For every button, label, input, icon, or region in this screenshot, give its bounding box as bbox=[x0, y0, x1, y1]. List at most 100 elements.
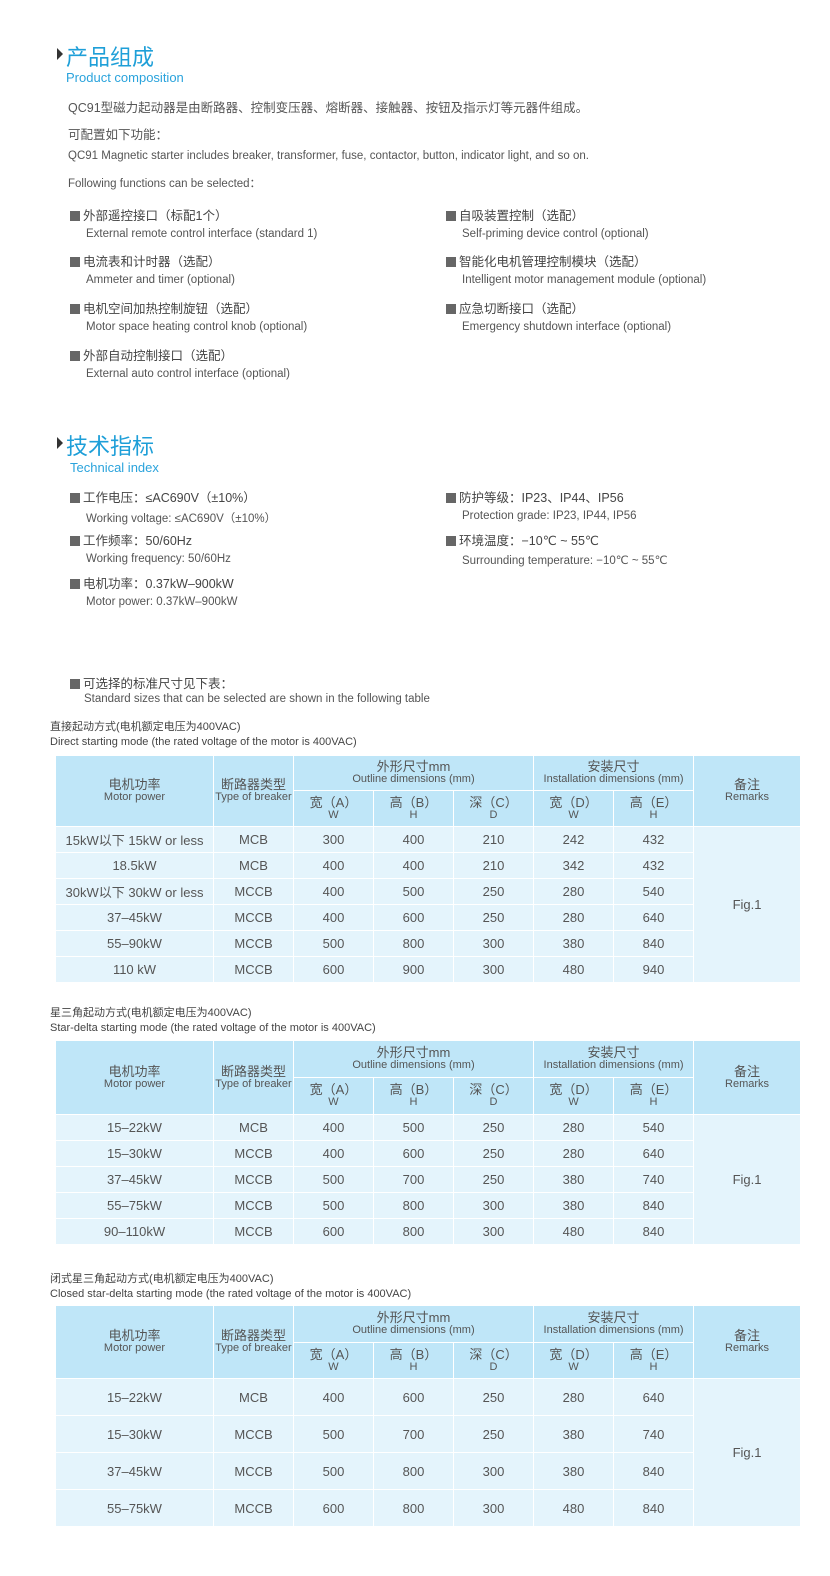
table-cell: 800 bbox=[373, 1218, 454, 1245]
table-cell: 55–90kW bbox=[55, 930, 214, 957]
table-cell: 380 bbox=[533, 1415, 615, 1453]
table-row: 18.5kW MCB 400 400 210 342 432 bbox=[55, 852, 801, 879]
table-cell: 250 bbox=[452, 1166, 535, 1193]
table-cell: 500 bbox=[293, 1452, 374, 1490]
feature-zh: 防护等级：IP23、IP44、IP56 bbox=[459, 491, 624, 505]
header-installation: 安装尺寸 Installation dimensions (mm) bbox=[533, 1305, 695, 1343]
table-cell: MCB bbox=[213, 1378, 294, 1416]
table-cell: 300 bbox=[452, 1218, 535, 1245]
header-dim-col-en: D bbox=[489, 1360, 498, 1373]
table-cell: 800 bbox=[373, 930, 454, 957]
table-cell: 15–30kW bbox=[55, 1415, 214, 1453]
table-cell: 300 bbox=[452, 1192, 535, 1219]
table-cell: 800 bbox=[373, 1452, 454, 1490]
table-cell: 500 bbox=[293, 1415, 374, 1453]
table-cell: 400 bbox=[293, 852, 374, 879]
feature-item: 电机空间加热控制旋钮（选配） bbox=[70, 298, 258, 317]
table-cell: MCCB bbox=[213, 1166, 294, 1193]
header-dim-col: 高（B） H bbox=[373, 790, 454, 827]
header-dim-col-en: H bbox=[409, 808, 418, 821]
table-cell: 640 bbox=[613, 1378, 695, 1416]
table-cell: 18.5kW bbox=[55, 852, 214, 879]
table-cell: 600 bbox=[293, 956, 374, 983]
dimensions-table: 电机功率 Motor power 断路器类型 Type of breaker 外形尺寸m… bbox=[55, 1040, 802, 1245]
table-cell: 55–75kW bbox=[55, 1192, 214, 1219]
header-dim-col-zh: 深（C） bbox=[469, 1082, 518, 1097]
table-cell: 480 bbox=[533, 1218, 615, 1245]
header-outline-en: Outline dimensions (mm) bbox=[352, 1324, 475, 1336]
header-dim-col-en: D bbox=[489, 1096, 498, 1108]
table-cell: 800 bbox=[373, 1489, 454, 1527]
section-arrow-icon bbox=[57, 437, 63, 449]
header-dim-col: 宽（D） W bbox=[533, 1342, 615, 1379]
header-dim-col-zh: 宽（D） bbox=[549, 1346, 598, 1362]
config-en: Following functions can be selected： bbox=[68, 178, 262, 190]
header-subrow: 宽（A） W 高（B） H 深（C） D 宽（D） W 高（E） H bbox=[56, 790, 801, 827]
table-cell: 500 bbox=[373, 878, 454, 905]
table-row: 15–30kW MCCB 500 700 250 380 740 bbox=[55, 1415, 801, 1453]
table-cell: 640 bbox=[613, 904, 695, 931]
feature-en: Ammeter and timer (optional) bbox=[86, 274, 235, 286]
bullet-square-icon bbox=[70, 211, 80, 221]
feature-en: External remote control interface (stand… bbox=[86, 228, 318, 240]
feature-zh: 智能化电机管理控制模块（选配） bbox=[459, 255, 647, 269]
table-cell: 242 bbox=[533, 826, 615, 853]
table-cell: 15–22kW bbox=[55, 1114, 214, 1141]
size-note-en: Standard sizes that can be selected are … bbox=[84, 693, 430, 705]
table-cell: 110 kW bbox=[55, 956, 214, 983]
table-cell: 840 bbox=[613, 930, 695, 957]
config-zh: 可配置如下功能： bbox=[68, 128, 169, 142]
table-cell: 380 bbox=[533, 1166, 615, 1193]
table-cell: 500 bbox=[293, 930, 374, 957]
remarks-cell: Fig.1 bbox=[693, 1378, 802, 1527]
table-cell: 280 bbox=[533, 878, 615, 905]
technical-subtitle: Technical index bbox=[70, 460, 159, 475]
header-subrow: 宽（A） W 高（B） H 深（C） D 宽（D） W 高（E） H bbox=[56, 1342, 801, 1379]
feature-en: Motor space heating control knob (option… bbox=[86, 321, 308, 333]
table-cell: 15–22kW bbox=[55, 1378, 214, 1416]
table-cell: MCCB bbox=[213, 1192, 294, 1219]
header-dim-col: 高（E） H bbox=[613, 790, 695, 827]
header-dim-col-zh: 高（E） bbox=[629, 1346, 678, 1362]
header-dim-col-zh: 宽（A） bbox=[309, 794, 358, 810]
header-remarks-zh: 备注 bbox=[734, 777, 761, 792]
feature-en: Surrounding temperature: −10℃ ~ 55℃ bbox=[462, 555, 668, 567]
table-row: 55–75kW MCCB 600 800 300 480 840 bbox=[55, 1489, 801, 1527]
header-dim-col-zh: 高（E） bbox=[629, 794, 678, 810]
table-cell: 280 bbox=[533, 1140, 615, 1167]
header-breaker-type-zh: 断路器类型 bbox=[220, 1063, 286, 1079]
header-dim-col: 宽（D） W bbox=[533, 1077, 615, 1115]
table-cell: 90–110kW bbox=[55, 1218, 214, 1245]
table-caption-zh: 闭式星三角起动方式(电机额定电压为400VAC) bbox=[50, 1273, 274, 1285]
header-remarks-en: Remarks bbox=[725, 791, 770, 803]
header-row: 电机功率 Motor power 断路器类型 Type of breaker 外形尺寸m… bbox=[55, 1040, 802, 1115]
table-cell: 400 bbox=[293, 904, 374, 931]
header-dim-col-zh: 深（C） bbox=[469, 794, 518, 810]
table-cell: MCCB bbox=[213, 1452, 294, 1490]
header-outline: 外形尺寸mm Outline dimensions (mm) bbox=[292, 755, 535, 791]
table-cell: 15kW以下 15kW or less bbox=[55, 826, 214, 853]
table-cell: MCCB bbox=[213, 878, 294, 905]
feature-item: 智能化电机管理控制模块（选配） bbox=[446, 251, 647, 270]
table-cell: 400 bbox=[373, 852, 454, 879]
bullet-square-icon bbox=[70, 536, 80, 546]
table-cell: 540 bbox=[613, 1114, 695, 1141]
header-outline-en: Outline dimensions (mm) bbox=[352, 773, 475, 785]
table-cell: 250 bbox=[452, 1140, 535, 1167]
feature-en: External auto control interface (optiona… bbox=[86, 368, 290, 380]
header-outline-zh: 外形尺寸mm bbox=[376, 1045, 451, 1060]
header-dim-col-zh: 深（C） bbox=[469, 1346, 518, 1362]
header-outline: 外形尺寸mm Outline dimensions (mm) bbox=[292, 1040, 535, 1078]
header-remarks-zh: 备注 bbox=[734, 1328, 761, 1343]
header-dim-col-zh: 宽（A） bbox=[309, 1346, 358, 1362]
table-cell: 600 bbox=[373, 1378, 454, 1416]
technical-title: 技术指标 bbox=[66, 434, 155, 459]
feature-item: 应急切断接口（选配） bbox=[446, 298, 584, 317]
table-cell: 800 bbox=[373, 1192, 454, 1219]
table-cell: 480 bbox=[533, 956, 615, 983]
header-dim-col-en: H bbox=[649, 1096, 658, 1108]
feature-zh: 环境温度：−10℃ ~ 55℃ bbox=[459, 534, 599, 548]
header-dim-col-en: W bbox=[328, 808, 339, 821]
table-cell: 540 bbox=[613, 878, 695, 905]
table-cell: 432 bbox=[613, 826, 695, 853]
